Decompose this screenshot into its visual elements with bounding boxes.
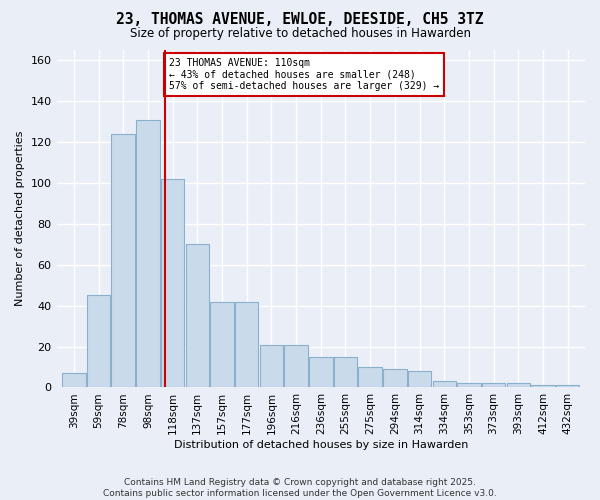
X-axis label: Distribution of detached houses by size in Hawarden: Distribution of detached houses by size … (173, 440, 468, 450)
Bar (383, 369, 407, 388)
Bar (112, 134, 135, 388)
Bar (62, 373, 86, 388)
Bar (284, 344, 308, 388)
Text: Size of property relative to detached houses in Hawarden: Size of property relative to detached ho… (130, 28, 470, 40)
Y-axis label: Number of detached properties: Number of detached properties (15, 131, 25, 306)
Bar (87, 296, 110, 388)
Bar (531, 386, 555, 388)
Text: 23, THOMAS AVENUE, EWLOE, DEESIDE, CH5 3TZ: 23, THOMAS AVENUE, EWLOE, DEESIDE, CH5 3… (116, 12, 484, 28)
Bar (161, 179, 184, 388)
Bar (210, 302, 234, 388)
Bar (408, 371, 431, 388)
Bar (482, 384, 505, 388)
Bar (235, 302, 259, 388)
Text: Contains HM Land Registry data © Crown copyright and database right 2025.
Contai: Contains HM Land Registry data © Crown c… (103, 478, 497, 498)
Bar (556, 386, 580, 388)
Bar (136, 120, 160, 388)
Bar (185, 244, 209, 388)
Bar (334, 357, 357, 388)
Bar (309, 357, 332, 388)
Bar (358, 367, 382, 388)
Bar (457, 384, 481, 388)
Bar (506, 384, 530, 388)
Text: 23 THOMAS AVENUE: 110sqm
← 43% of detached houses are smaller (248)
57% of semi-: 23 THOMAS AVENUE: 110sqm ← 43% of detach… (169, 58, 439, 92)
Bar (260, 344, 283, 388)
Bar (433, 382, 456, 388)
